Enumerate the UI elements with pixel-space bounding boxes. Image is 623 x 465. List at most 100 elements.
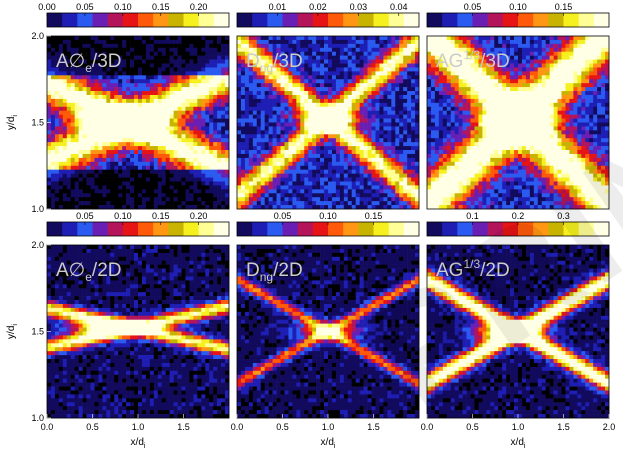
heatmap-cell <box>209 63 214 68</box>
heatmap-cell <box>308 130 313 135</box>
heatmap-cell <box>94 201 99 206</box>
heatmap-cell <box>339 39 345 45</box>
heatmap-cell <box>328 98 333 104</box>
heatmap-cell <box>256 71 262 76</box>
heatmap-cell <box>415 185 420 190</box>
heatmap-cell <box>391 181 396 186</box>
heatmap-cell <box>478 39 483 45</box>
heatmap-cell <box>399 193 404 198</box>
heatmap-cell <box>387 189 392 194</box>
heatmap-cell <box>153 161 159 167</box>
heatmap-cell <box>126 197 131 202</box>
heatmap-cell <box>320 169 325 174</box>
heatmap-cell <box>343 67 349 72</box>
heatmap-cell <box>145 83 151 88</box>
heatmap-cell <box>387 134 392 139</box>
heatmap-cell <box>221 36 226 41</box>
heatmap-cell <box>541 59 546 64</box>
heatmap-cell <box>272 47 277 53</box>
heatmap-cell <box>62 138 68 143</box>
heatmap-cell <box>98 91 103 96</box>
heatmap-cell <box>98 55 103 60</box>
heatmap-cell <box>126 114 131 119</box>
heatmap-cell <box>149 39 155 45</box>
heatmap-cell <box>217 39 222 45</box>
heatmap-cell <box>498 36 503 41</box>
heatmap-cell <box>328 161 333 167</box>
heatmap-cell <box>545 79 550 84</box>
heatmap-cell <box>138 134 143 139</box>
heatmap-cell <box>375 161 380 167</box>
heatmap-cell <box>316 51 321 56</box>
heatmap-cell <box>141 157 147 163</box>
heatmap-cell <box>217 47 222 53</box>
heatmap-cell <box>355 130 360 135</box>
heatmap-cell <box>110 94 115 100</box>
heatmap-cell <box>355 59 360 64</box>
heatmap-cell <box>225 130 230 135</box>
heatmap-cell <box>335 71 341 76</box>
heatmap-cell <box>82 138 87 143</box>
heatmap-cell <box>292 157 297 163</box>
heatmap-cell <box>521 39 527 45</box>
heatmap-cell <box>272 181 277 186</box>
heatmap-cell <box>58 193 64 198</box>
heatmap-cell <box>169 55 174 60</box>
heatmap-cell <box>363 146 368 151</box>
heatmap-cell <box>280 43 285 49</box>
heatmap-cell <box>573 36 578 41</box>
heatmap-cell <box>284 193 289 198</box>
heatmap-cell <box>549 63 554 68</box>
heatmap-cell <box>50 83 56 88</box>
heatmap-cell <box>110 197 115 202</box>
heatmap-cell <box>237 201 242 206</box>
heatmap-cell <box>427 67 432 72</box>
heatmap-cell <box>256 197 262 202</box>
heatmap-cell <box>114 134 119 139</box>
heatmap-cell <box>605 55 610 60</box>
heatmap-cell <box>66 43 72 49</box>
heatmap-cell <box>284 157 289 163</box>
heatmap-cell <box>312 157 317 163</box>
heatmap-cell <box>474 87 479 92</box>
heatmap-cell <box>82 122 87 127</box>
heatmap-cell <box>466 47 471 53</box>
heatmap-cell <box>375 205 380 210</box>
heatmap-cell <box>427 102 432 108</box>
heatmap-cell <box>66 185 72 190</box>
heatmap-cell <box>573 47 578 53</box>
heatmap-cell <box>296 185 301 190</box>
heatmap-cell <box>217 142 222 147</box>
heatmap-cell <box>260 193 265 198</box>
heatmap-cell <box>118 185 123 190</box>
heatmap-cell <box>185 118 190 123</box>
heatmap-cell <box>411 153 416 159</box>
heatmap-cell <box>387 102 392 108</box>
heatmap-cell <box>601 51 606 56</box>
heatmap-cell <box>391 39 396 45</box>
heatmap-cell <box>248 177 254 182</box>
heatmap-cell <box>114 91 119 96</box>
heatmap-cell <box>126 185 131 190</box>
heatmap-cell <box>375 83 380 88</box>
heatmap-cell <box>86 165 91 170</box>
heatmap-cell <box>82 150 87 155</box>
heatmap-cell <box>292 201 297 206</box>
heatmap-cell <box>217 146 222 151</box>
heatmap-cell <box>157 114 163 119</box>
heatmap-cell <box>292 43 297 49</box>
heatmap-cell <box>47 126 52 131</box>
heatmap-cell <box>122 106 127 112</box>
heatmap-cell <box>118 55 123 60</box>
heatmap-cell <box>395 150 400 155</box>
heatmap-cell <box>181 161 186 167</box>
heatmap-cell <box>490 75 495 80</box>
heatmap-cell <box>427 83 432 88</box>
heatmap-cell <box>177 91 182 96</box>
heatmap-cell <box>90 36 95 41</box>
heatmap-cell <box>193 118 198 123</box>
heatmap-cell <box>225 181 230 186</box>
heatmap-cell <box>525 83 531 88</box>
heatmap-cell <box>324 36 329 41</box>
heatmap-cell <box>157 110 163 115</box>
